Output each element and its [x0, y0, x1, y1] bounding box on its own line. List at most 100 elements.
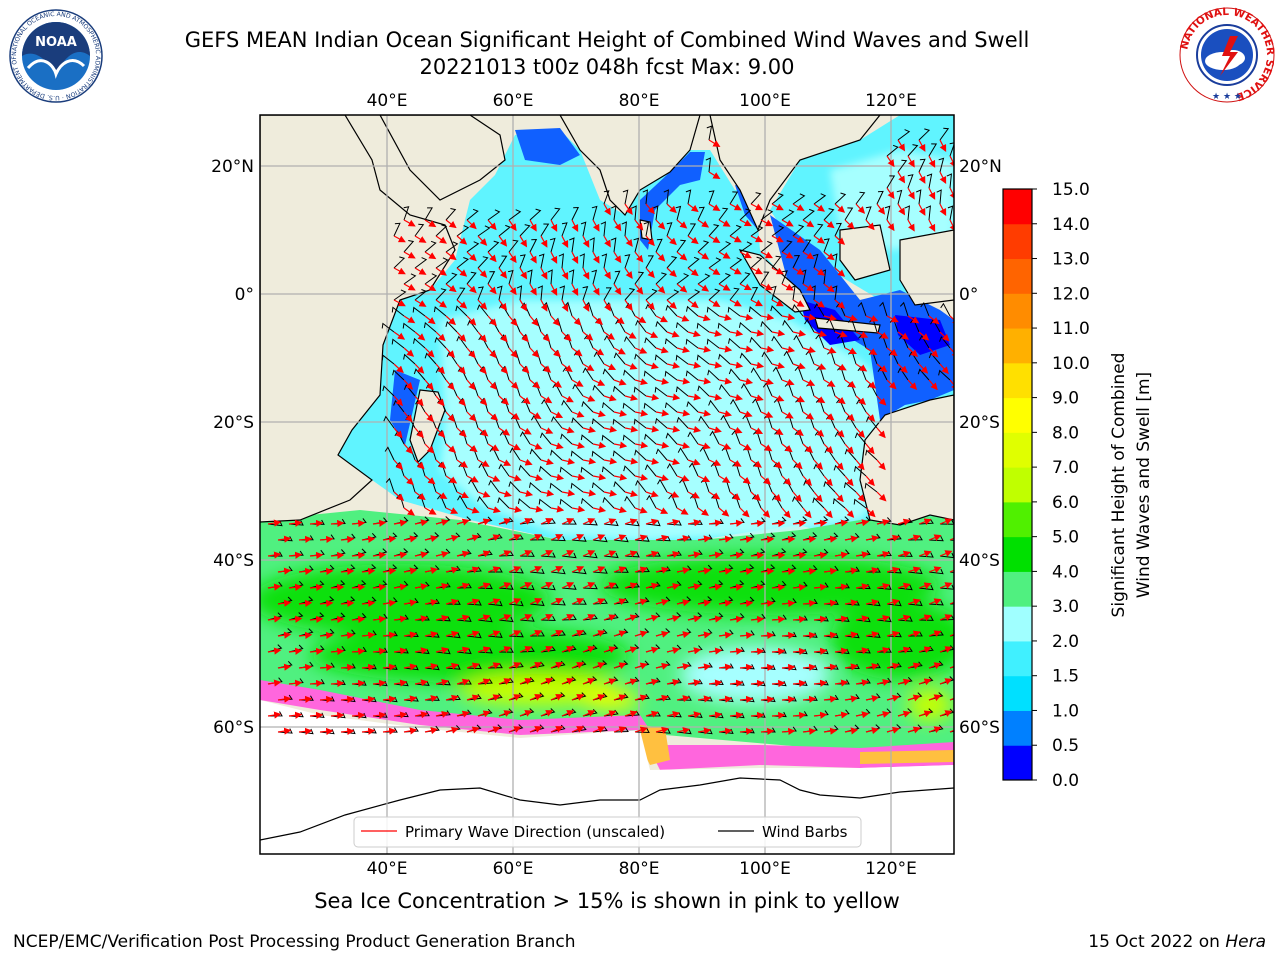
wave-direction-arrow: [477, 331, 487, 343]
wave-direction-arrow: [466, 251, 477, 262]
wind-barb: [925, 205, 931, 221]
wave-direction-arrow: [603, 518, 617, 526]
colorbar-swatch: [1003, 432, 1032, 468]
wind-barb: [392, 369, 405, 381]
wind-barb: [478, 462, 489, 477]
wave-direction-arrow: [655, 377, 670, 385]
wave-direction-arrow: [676, 219, 688, 229]
wind-barb: [561, 399, 573, 413]
wave-direction-arrow: [802, 411, 815, 420]
wave-direction-arrow: [876, 331, 889, 339]
wave-direction-arrow: [865, 507, 876, 518]
wave-direction-arrow: [886, 187, 895, 200]
wind-barb: [718, 207, 729, 221]
wind-barb: [634, 271, 645, 285]
wave-direction-arrow: [939, 203, 947, 216]
wave-direction-arrow: [897, 363, 908, 374]
wave-direction-arrow: [540, 235, 548, 248]
wave-direction-arrow: [844, 379, 856, 388]
wave-direction-arrow: [771, 394, 785, 402]
wave-direction-arrow: [645, 518, 659, 526]
wind-barb: [602, 368, 615, 381]
wind-barb: [633, 386, 647, 397]
wave-direction-arrow: [403, 347, 415, 357]
colorbar-tick-label: 3.0: [1052, 597, 1079, 617]
wave-direction-arrow: [708, 459, 722, 466]
wave-direction-arrow: [466, 443, 478, 453]
wave-direction-arrow: [529, 315, 539, 327]
wind-barb: [760, 532, 776, 541]
wave-direction-arrow: [802, 219, 815, 228]
wave-direction-arrow: [424, 315, 436, 325]
wind-barb: [517, 498, 531, 509]
wave-direction-arrow: [666, 361, 681, 369]
wind-barb: [918, 158, 926, 173]
wind-barb: [686, 401, 699, 413]
wind-barb: [509, 447, 521, 461]
wave-direction-arrow: [792, 203, 805, 211]
wave-direction-arrow: [718, 377, 733, 385]
wind-barb: [580, 434, 594, 445]
wave-direction-arrow: [529, 379, 541, 389]
wave-direction-arrow: [802, 313, 817, 321]
wave-direction-arrow: [613, 251, 622, 264]
wind-barb: [537, 285, 543, 301]
wave-direction-arrow: [928, 187, 936, 200]
wave-direction-arrow: [655, 219, 666, 230]
wind-barb: [372, 548, 388, 557]
wind-barb: [865, 206, 872, 221]
lat-labels-right: 20°N 0° 20°S 40°S 60°S: [959, 157, 1002, 738]
wave-direction-arrow: [634, 315, 647, 324]
wind-barb: [456, 287, 466, 301]
wave-direction-arrow: [750, 235, 763, 243]
wave-direction-arrow: [382, 535, 397, 543]
lat-tick-right: 0°: [959, 285, 978, 305]
wind-barb: [707, 369, 720, 381]
wind-barb: [550, 449, 563, 461]
wave-direction-arrow: [267, 519, 282, 527]
wave-direction-arrow: [792, 235, 805, 243]
wave-direction-arrow: [802, 251, 815, 260]
wave-direction-arrow: [865, 411, 876, 422]
wind-barb: [581, 400, 594, 413]
wave-direction-arrow: [697, 314, 711, 322]
wind-barb: [319, 564, 335, 573]
wave-direction-arrow: [729, 459, 742, 467]
wind-barb: [792, 224, 805, 237]
wind-barb: [687, 431, 699, 445]
wave-direction-arrow: [750, 299, 763, 307]
wind-barb: [381, 354, 395, 365]
wind-barb: [527, 269, 533, 285]
colorbar-label: Significant Height of Combined Wind Wave…: [1109, 353, 1154, 618]
wind-barb: [729, 548, 745, 557]
wind-barb: [623, 369, 636, 381]
wave-direction-arrow: [750, 519, 765, 528]
wave-direction-arrow: [424, 475, 436, 485]
wind-barb: [655, 417, 668, 429]
wave-direction-arrow: [645, 490, 659, 498]
wave-direction-arrow: [540, 518, 554, 525]
wave-direction-arrow: [865, 475, 875, 487]
wave-direction-arrow: [739, 283, 752, 291]
wind-barb: [601, 434, 615, 445]
wind-barb: [907, 174, 914, 189]
wave-direction-arrow: [729, 426, 743, 434]
wind-barb: [793, 334, 804, 349]
wave-direction-arrow: [571, 410, 585, 418]
wind-barb: [654, 386, 668, 397]
wind-barb: [538, 253, 545, 269]
wind-barb: [938, 157, 945, 173]
wave-direction-arrow: [792, 519, 807, 527]
wind-barb: [561, 222, 568, 237]
wave-direction-arrow: [561, 363, 573, 373]
wave-direction-arrow: [550, 283, 558, 296]
wind-barb: [728, 337, 741, 349]
wave-direction-arrow: [634, 251, 644, 263]
wind-barb: [770, 305, 783, 317]
wave-direction-arrow: [582, 489, 597, 497]
wave-direction-arrow: [760, 378, 774, 386]
wind-barb: [676, 416, 689, 429]
wind-barb: [709, 430, 720, 445]
chart-subtitle: 20221013 t00z 048h fcst Max: 9.00: [419, 55, 795, 79]
wave-direction-arrow: [739, 219, 752, 227]
